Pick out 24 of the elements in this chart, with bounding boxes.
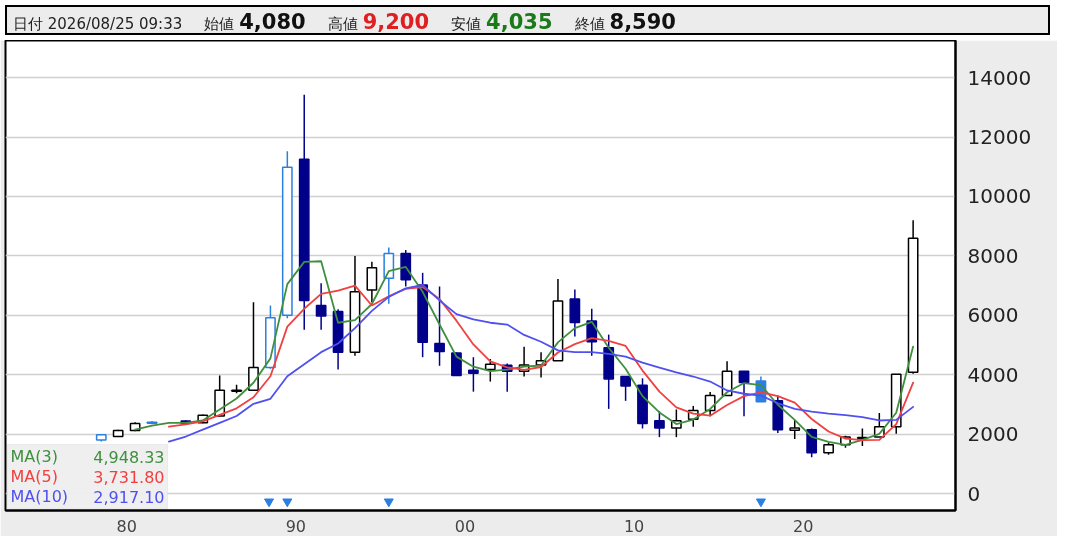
text: 高値 9,200 (327, 10, 430, 34)
text: 始値 4,080 (204, 10, 306, 34)
text: 安値 4,035 (451, 10, 553, 34)
y-tick-label: 12000 (967, 125, 1032, 150)
y-tick-label: 4000 (967, 362, 1019, 387)
annotation: 4,948.33 (93, 447, 165, 467)
y-tick-label: 10000 (967, 184, 1032, 209)
y-tick-label: 2000 (967, 422, 1019, 447)
y-tick-label: 6000 (967, 303, 1019, 328)
annotation: 2,917.10 (93, 487, 165, 507)
chart-title: 日付 2026/08/25 09:33 (13, 15, 183, 33)
annotation: 3,731.80 (93, 467, 165, 487)
y-tick-label: 14000 (967, 65, 1032, 90)
text: MA(3) (10, 447, 58, 466)
x-tick-label: 00 (454, 516, 476, 536)
x-tick-label: 20 (793, 516, 814, 536)
y-tick-label: 8000 (967, 243, 1019, 268)
text: MA(10) (10, 487, 69, 506)
x-tick-label: 90 (285, 516, 307, 536)
x-tick-label: 80 (116, 516, 137, 536)
y-tick-label: 0 (967, 481, 981, 506)
text: 終値 8,590 (574, 10, 676, 34)
x-tick-label: 10 (623, 516, 645, 536)
text: MA(5) (10, 467, 58, 486)
